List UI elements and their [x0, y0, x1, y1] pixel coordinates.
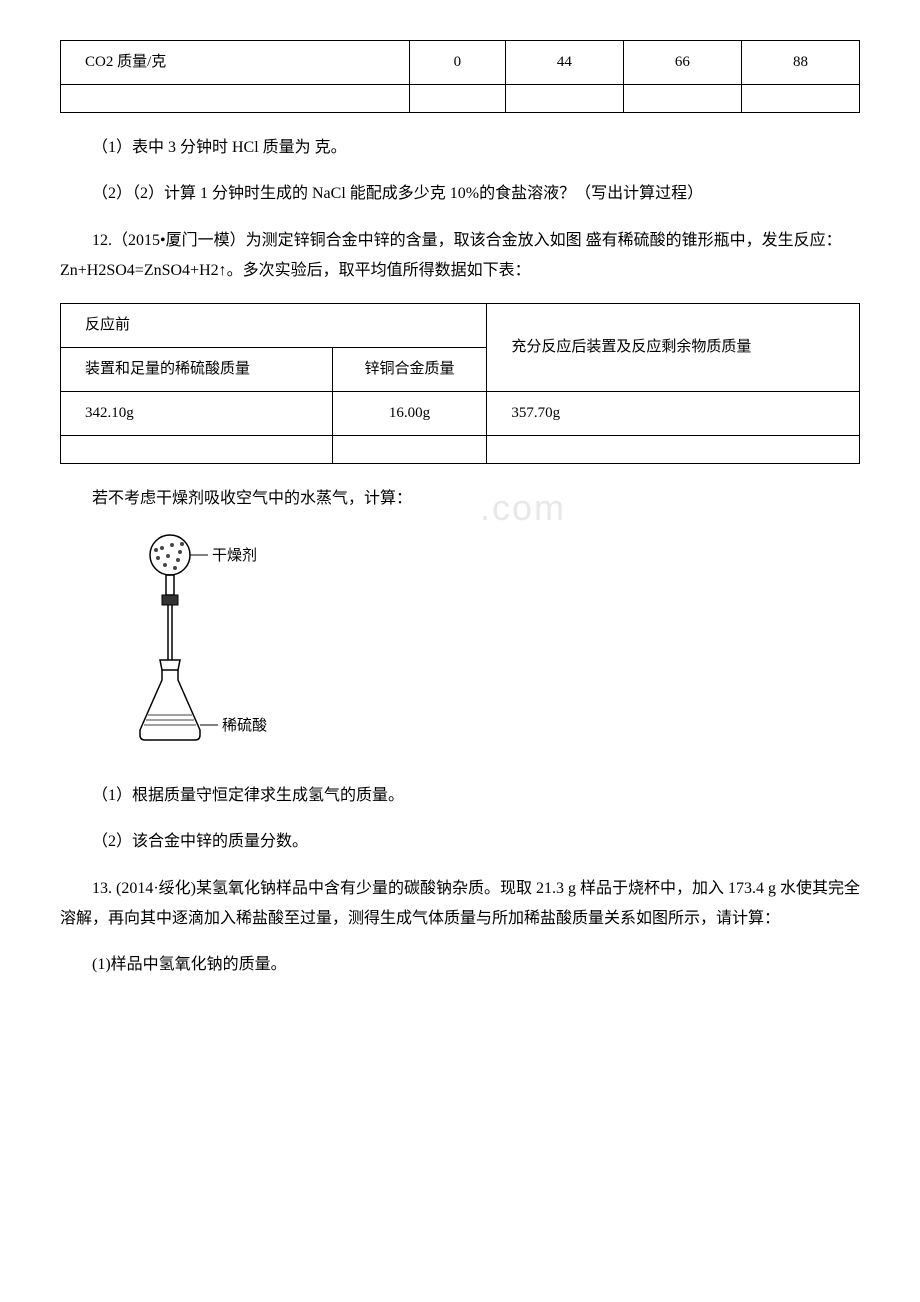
table2-val-right: 357.70g: [487, 391, 860, 435]
calculation-note: 若不考虑干燥剂吸收空气中的水蒸气，计算：: [60, 484, 860, 514]
question-12-2: （2）该合金中锌的质量分数。: [60, 827, 860, 857]
question-13-1: (1)样品中氢氧化钠的质量。: [60, 950, 860, 980]
dilute-sulfuric-acid-label: 稀硫酸: [222, 717, 267, 734]
table2-val-mid: 16.00g: [332, 391, 487, 435]
table2-empty-row: [61, 435, 860, 463]
table2-header-left: 反应前: [61, 303, 487, 347]
table2-val-left: 342.10g: [61, 391, 333, 435]
table1-val-2: 66: [623, 41, 741, 85]
table2-header-right: 充分反应后装置及反应剩余物质质量: [487, 303, 860, 391]
question-1-2: （2）（2）计算 1 分钟时生成的 NaCl 能配成多少克 10%的食盐溶液？（…: [60, 179, 860, 209]
table2-sub-mid: 锌铜合金质量: [332, 347, 487, 391]
apparatus-diagram: 干燥剂 稀硫酸: [120, 530, 860, 761]
table1-empty-row: [61, 85, 860, 113]
table1-val-3: 88: [741, 41, 859, 85]
table1-label: CO2 质量/克: [61, 41, 410, 85]
table1-val-0: 0: [409, 41, 505, 85]
table2-sub-left: 装置和足量的稀硫酸质量: [61, 347, 333, 391]
question-13-intro: 13. (2014·绥化)某氢氧化钠样品中含有少量的碳酸钠杂质。现取 21.3 …: [60, 874, 860, 935]
drying-agent-label: 干燥剂: [212, 547, 257, 564]
table1-val-1: 44: [505, 41, 623, 85]
question-1-1: （1）表中 3 分钟时 HCl 质量为 克。: [60, 133, 860, 163]
zinc-copper-table: 反应前 充分反应后装置及反应剩余物质质量 装置和足量的稀硫酸质量 锌铜合金质量 …: [60, 303, 860, 464]
co2-mass-table: CO2 质量/克 0 44 66 88: [60, 40, 860, 113]
question-12-intro: 12.（2015•厦门一模）为测定锌铜合金中锌的含量，取该合金放入如图 盛有稀硫…: [60, 226, 860, 287]
question-12-1: （1）根据质量守恒定律求生成氢气的质量。: [60, 781, 860, 811]
